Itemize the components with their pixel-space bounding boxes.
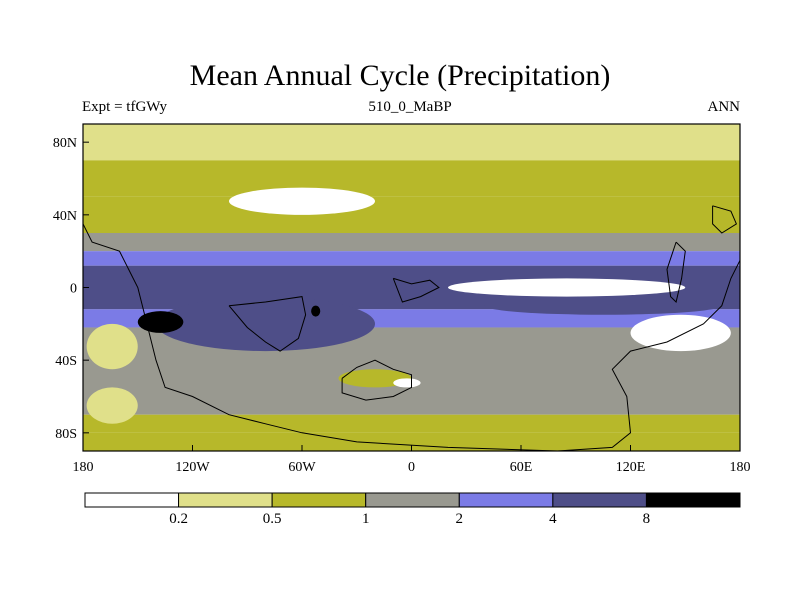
colorbar-label-2: 1 — [362, 511, 370, 527]
x-tick-label-3: 0 — [408, 460, 415, 475]
precip-band-3 — [83, 233, 740, 252]
precip-band-10 — [83, 432, 740, 451]
precip-band-9 — [83, 414, 740, 433]
plot-title: Mean Annual Cycle (Precipitation) — [189, 59, 611, 92]
x-tick-label-0: 180 — [73, 460, 94, 475]
precip-patch-10 — [311, 305, 321, 317]
case-label: 510_0_MaBP — [368, 99, 452, 115]
outline-east_ridge — [666, 241, 686, 303]
land-outlines — [83, 205, 740, 451]
colorbar-box-0 — [84, 492, 180, 508]
precip-band-4 — [83, 251, 740, 266]
precip-patch-2 — [448, 278, 686, 297]
x-axis: 180 120W 60W 0 60E 120E 180 — [73, 445, 751, 475]
colorbar-box-3 — [365, 492, 460, 508]
y-tick-label-4: 80S — [55, 427, 77, 442]
colorbar-label-0: 0.2 — [169, 511, 188, 527]
colorbar-box-5 — [552, 492, 647, 508]
precip-patch-0 — [156, 296, 375, 352]
colorbar-label-1: 0.5 — [263, 511, 282, 527]
precip-band-2 — [83, 196, 740, 233]
y-tick-label-0: 80N — [53, 136, 77, 151]
precip-patch-8 — [86, 387, 138, 424]
colorbar-box-1 — [178, 492, 273, 508]
precip-patch-4 — [229, 187, 375, 215]
colorbar-box-4 — [458, 492, 554, 508]
colorbar-label-5: 8 — [643, 511, 651, 527]
precip-patch-3 — [630, 314, 731, 352]
outline-northeast_block — [712, 205, 738, 234]
outline-west_pacific_coast — [83, 223, 740, 451]
precipitation-field — [83, 124, 740, 451]
x-tick-label-1: 120W — [175, 460, 210, 475]
colorbar: 0.2 0.5 1 2 4 8 — [84, 492, 741, 527]
outline-equatorial_island — [392, 277, 440, 303]
colorbar-box-6 — [645, 492, 741, 508]
x-tick-label-6: 180 — [730, 460, 751, 475]
x-tick-label-4: 60E — [510, 460, 533, 475]
colorbar-label-3: 2 — [456, 511, 464, 527]
x-tick-label-5: 120E — [616, 460, 646, 475]
precip-patch-6 — [393, 378, 421, 388]
precip-band-1 — [83, 160, 740, 197]
experiment-label: Expt = tfGWy — [82, 99, 168, 115]
y-axis: 80N 40N 0 40S 80S — [53, 136, 89, 442]
y-tick-label-2: 0 — [70, 282, 77, 297]
outline-tropical_block — [228, 296, 307, 352]
precip-patch-9 — [137, 311, 184, 333]
x-tick-label-2: 60W — [288, 460, 316, 475]
colorbar-label-4: 4 — [549, 511, 557, 527]
y-tick-label-1: 40N — [53, 209, 77, 224]
colorbar-box-2 — [271, 492, 367, 508]
outline-south_atlantic_island — [341, 359, 412, 401]
season-label: ANN — [707, 99, 741, 115]
precip-patch-7 — [86, 323, 138, 370]
precip-patch-1 — [484, 296, 722, 315]
y-tick-label-3: 40S — [55, 354, 77, 369]
precip-band-0 — [83, 124, 740, 161]
